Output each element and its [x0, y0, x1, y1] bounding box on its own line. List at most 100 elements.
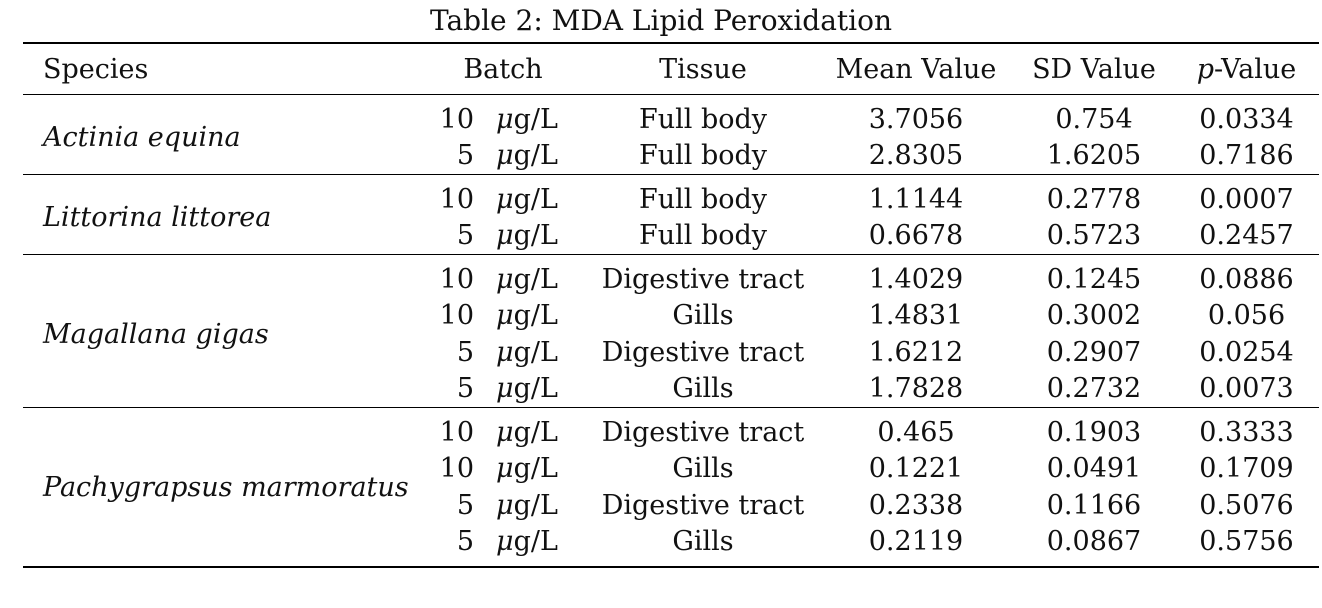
unit-rest: g/L — [513, 220, 558, 252]
p-value-cell: 0.0073 — [1199, 373, 1294, 405]
tissue-cell: Digestive tract — [601, 416, 805, 448]
batch-cell: 10 μg/L — [418, 101, 588, 138]
batch-unit: μg/L — [474, 417, 558, 448]
unit-rest: g/L — [513, 140, 558, 172]
p-value-cell: 0.0334 — [1199, 103, 1294, 135]
species-name: Littorina littorea — [43, 202, 272, 233]
tissue-cell: Digestive tract — [601, 263, 805, 295]
batch-unit: μg/L — [474, 264, 558, 295]
header-mean-value: Mean Value — [835, 53, 997, 85]
tissue-cell: Gills — [672, 373, 734, 405]
tissue-cell: Full body — [638, 140, 768, 172]
header-p-suffix: -Value — [1214, 53, 1297, 85]
table-row: Magallana gigas 10 μg/L Digestive tract 1.40… — [23, 261, 1319, 350]
batch-cell: 5 μg/L — [418, 371, 588, 408]
header-tissue: Tissue — [659, 53, 747, 85]
sd-value-cell: 0.3002 — [1046, 300, 1142, 332]
mean-value-cell: 0.2119 — [868, 526, 964, 558]
sd-value-cell: 0.2907 — [1046, 336, 1142, 368]
unit-rest: g/L — [513, 416, 558, 448]
table-row: 5 μg/L Gills 0.2119 0.0867 0.5756 — [23, 524, 1319, 561]
sd-value-cell: 0.0491 — [1046, 453, 1142, 485]
batch-unit: μg/L — [474, 490, 558, 521]
unit-mu: μ — [496, 103, 514, 135]
separator-cell — [23, 407, 1319, 414]
table-row: Actinia equina 10 μg/L Full body 3.7056 0.754… — [23, 101, 1319, 153]
unit-mu: μ — [496, 140, 514, 172]
species-name: Pachygrapsus marmoratus — [43, 471, 409, 503]
separator-cell — [23, 174, 1319, 181]
tissue-cell: Gills — [672, 300, 734, 332]
batch-unit: μg/L — [474, 373, 558, 404]
p-value-cell: 0.1709 — [1199, 453, 1294, 485]
batch-concentration: 10 — [439, 416, 474, 448]
batch-cell: 5 μg/L — [418, 524, 588, 561]
unit-mu: μ — [496, 300, 514, 332]
unit-rest: g/L — [513, 183, 558, 215]
group-separator — [23, 254, 1319, 261]
sd-value-cell: 0.754 — [1055, 103, 1133, 135]
batch-concentration: 10 — [439, 300, 474, 332]
sd-value-cell: 0.5723 — [1046, 220, 1142, 252]
batch-concentration: 5 — [456, 489, 474, 521]
batch-concentration: 5 — [456, 220, 474, 252]
batch-unit: μg/L — [474, 453, 558, 484]
sd-value-cell: 0.2732 — [1046, 373, 1142, 405]
unit-rest: g/L — [513, 373, 558, 405]
header-p-value: p-Value — [1174, 43, 1319, 95]
tissue-cell: Full body — [638, 220, 768, 252]
header-p-symbol: p — [1196, 53, 1214, 85]
mean-value-cell: 0.6678 — [868, 220, 964, 252]
batch-cell: 10 μg/L — [418, 414, 588, 451]
batch-cell: 10 μg/L — [418, 261, 588, 298]
batch-concentration: 10 — [439, 453, 474, 485]
p-value-cell: 0.056 — [1207, 300, 1286, 332]
unit-mu: μ — [496, 263, 514, 295]
mean-value-cell: 1.4831 — [868, 300, 964, 332]
unit-rest: g/L — [513, 300, 558, 332]
tissue-cell: Digestive tract — [601, 336, 805, 368]
batch-unit: μg/L — [474, 140, 558, 171]
mean-value-cell: 0.2338 — [868, 489, 964, 521]
mean-value-cell: 0.465 — [877, 416, 955, 448]
table-row: Littorina littorea 10 μg/L Full body 1.1144 0… — [23, 181, 1319, 233]
table-body: Actinia equina 10 μg/L Full body 3.7056 0.754… — [23, 95, 1319, 567]
species-name: Actinia equina — [43, 122, 241, 153]
species-name: Magallana gigas — [43, 318, 269, 350]
mda-lipid-peroxidation-table: Species Batch Tissue Mean Value SD Value… — [23, 42, 1319, 568]
sd-value-cell: 0.1166 — [1046, 489, 1142, 521]
p-value-cell: 0.5076 — [1199, 489, 1294, 521]
unit-mu: μ — [496, 489, 514, 521]
batch-concentration: 5 — [456, 140, 474, 172]
batch-cell: 5 μg/L — [418, 487, 588, 524]
unit-mu: μ — [496, 526, 514, 558]
unit-rest: g/L — [513, 526, 558, 558]
mean-value-cell: 2.8305 — [868, 140, 964, 172]
p-value-cell: 0.0886 — [1199, 263, 1294, 295]
table-row: 5 μg/L Digestive tract 0.2338 0.1166 0.5076 — [23, 487, 1319, 524]
group-separator — [23, 407, 1319, 414]
sd-value-cell: 0.1245 — [1046, 263, 1142, 295]
unit-mu: μ — [496, 453, 514, 485]
mean-value-cell: 0.1221 — [868, 453, 964, 485]
tissue-cell: Gills — [672, 526, 734, 558]
batch-unit: μg/L — [474, 300, 558, 331]
p-value-cell: 0.2457 — [1199, 220, 1294, 252]
group-separator — [23, 174, 1319, 181]
table-header: Species Batch Tissue Mean Value SD Value… — [23, 43, 1319, 95]
batch-concentration: 5 — [456, 526, 474, 558]
unit-mu: μ — [496, 220, 514, 252]
table-row: Pachygrapsus marmoratus 10 μg/L Digestive t… — [23, 414, 1319, 503]
batch-cell: 10 μg/L — [418, 451, 588, 488]
sd-value-cell: 0.1903 — [1046, 416, 1142, 448]
batch-concentration: 10 — [439, 263, 474, 295]
table-row: 10 μg/L Gills 1.4831 0.3002 0.056 — [23, 298, 1319, 335]
table-row: 5 μg/L Digestive tract 1.6212 0.2907 0.0254 — [23, 334, 1319, 371]
batch-cell: 10 μg/L — [418, 181, 588, 218]
sd-value-cell: 0.2778 — [1046, 183, 1142, 215]
tissue-cell: Gills — [672, 453, 734, 485]
batch-concentration: 5 — [456, 336, 474, 368]
batch-unit: μg/L — [474, 220, 558, 251]
spacer-cell — [23, 560, 1319, 567]
sd-value-cell: 0.0867 — [1046, 526, 1142, 558]
